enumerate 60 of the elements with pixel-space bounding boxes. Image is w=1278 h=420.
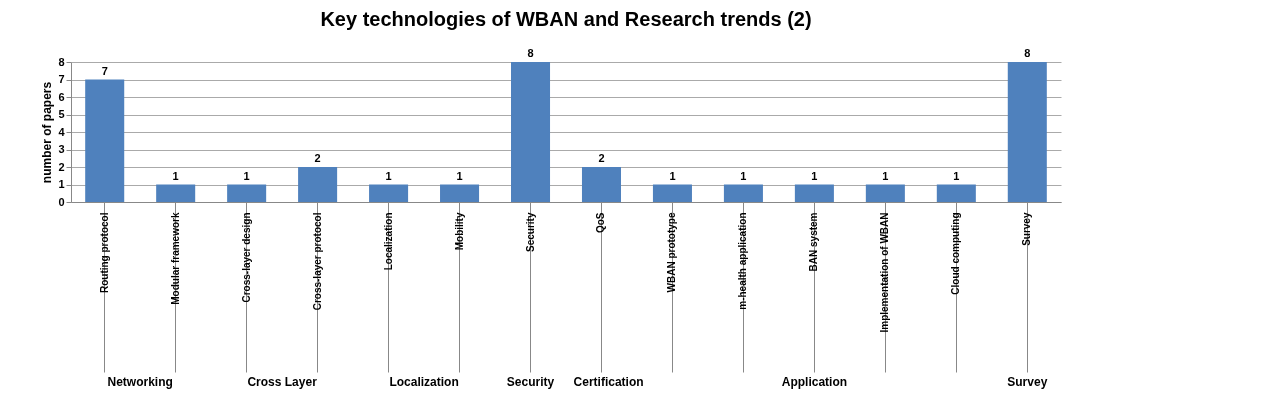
text: Networking <box>107 375 173 389</box>
x-tick-label: QoS <box>595 212 607 234</box>
y-tick-label: 5 <box>58 108 65 120</box>
x-tick-label: Survey <box>1021 212 1033 246</box>
text: Certification <box>573 375 644 389</box>
x-tick-label: Cross-layer protocol <box>311 212 323 311</box>
y-tick-label: 2 <box>58 160 65 173</box>
y-axis-title: number of papers <box>40 81 55 184</box>
bar <box>1007 62 1047 202</box>
text: Application <box>781 375 848 389</box>
data-label: 1 <box>385 169 392 182</box>
data-label: 8 <box>1024 47 1031 59</box>
data-label: 2 <box>598 152 605 164</box>
bar <box>652 184 692 202</box>
bar <box>227 184 267 202</box>
x-tick-label: Modular framework <box>169 212 181 305</box>
chart-title: Key technologies of WBAN and Research trends (2) <box>320 8 812 30</box>
bar <box>156 184 196 202</box>
x-tick-label: Security <box>524 212 536 252</box>
data-label: 1 <box>456 169 463 182</box>
x-tick-label: WBAN prototype <box>666 212 678 293</box>
bar <box>440 184 480 202</box>
data-label: 8 <box>527 47 534 59</box>
text: Security <box>506 375 555 389</box>
text: Cross Layer <box>247 375 318 389</box>
data-label: 1 <box>172 169 179 182</box>
x-tick-label: Cross-layer design <box>240 212 252 303</box>
text: Survey <box>1007 375 1048 389</box>
bar <box>85 79 125 202</box>
x-tick-label: Implementation of WBAN <box>879 212 891 333</box>
bar <box>581 167 621 202</box>
y-tick-label: 6 <box>58 90 65 103</box>
data-label: 1 <box>882 169 889 182</box>
data-label: 1 <box>669 169 676 182</box>
bar <box>794 184 834 202</box>
data-label: 1 <box>811 169 818 182</box>
bar <box>936 184 976 202</box>
y-tick-label: 0 <box>58 195 65 208</box>
x-tick-label: BAN system <box>808 212 820 272</box>
y-tick-label: 8 <box>58 55 65 68</box>
y-tick-label: 4 <box>58 125 66 138</box>
y-tick-label: 3 <box>58 143 65 155</box>
bar <box>511 62 551 202</box>
x-tick-label: Cloud computing <box>950 212 962 295</box>
bar <box>369 184 409 202</box>
x-tick-label: Localization <box>382 212 394 271</box>
data-label: 1 <box>740 169 747 182</box>
bar <box>865 184 905 202</box>
text: Localization <box>389 375 459 389</box>
x-tick-label: m-health application <box>737 212 749 310</box>
bar <box>723 184 763 202</box>
x-tick-label: Mobility <box>453 212 465 251</box>
bar <box>298 167 338 202</box>
y-tick-label: 1 <box>58 178 65 190</box>
x-tick-label: Routing protocol <box>98 212 110 294</box>
data-label: 7 <box>101 64 108 77</box>
data-label: 2 <box>314 152 321 164</box>
data-label: 1 <box>953 169 960 182</box>
y-tick-label: 7 <box>58 73 65 85</box>
data-label: 1 <box>243 169 250 182</box>
